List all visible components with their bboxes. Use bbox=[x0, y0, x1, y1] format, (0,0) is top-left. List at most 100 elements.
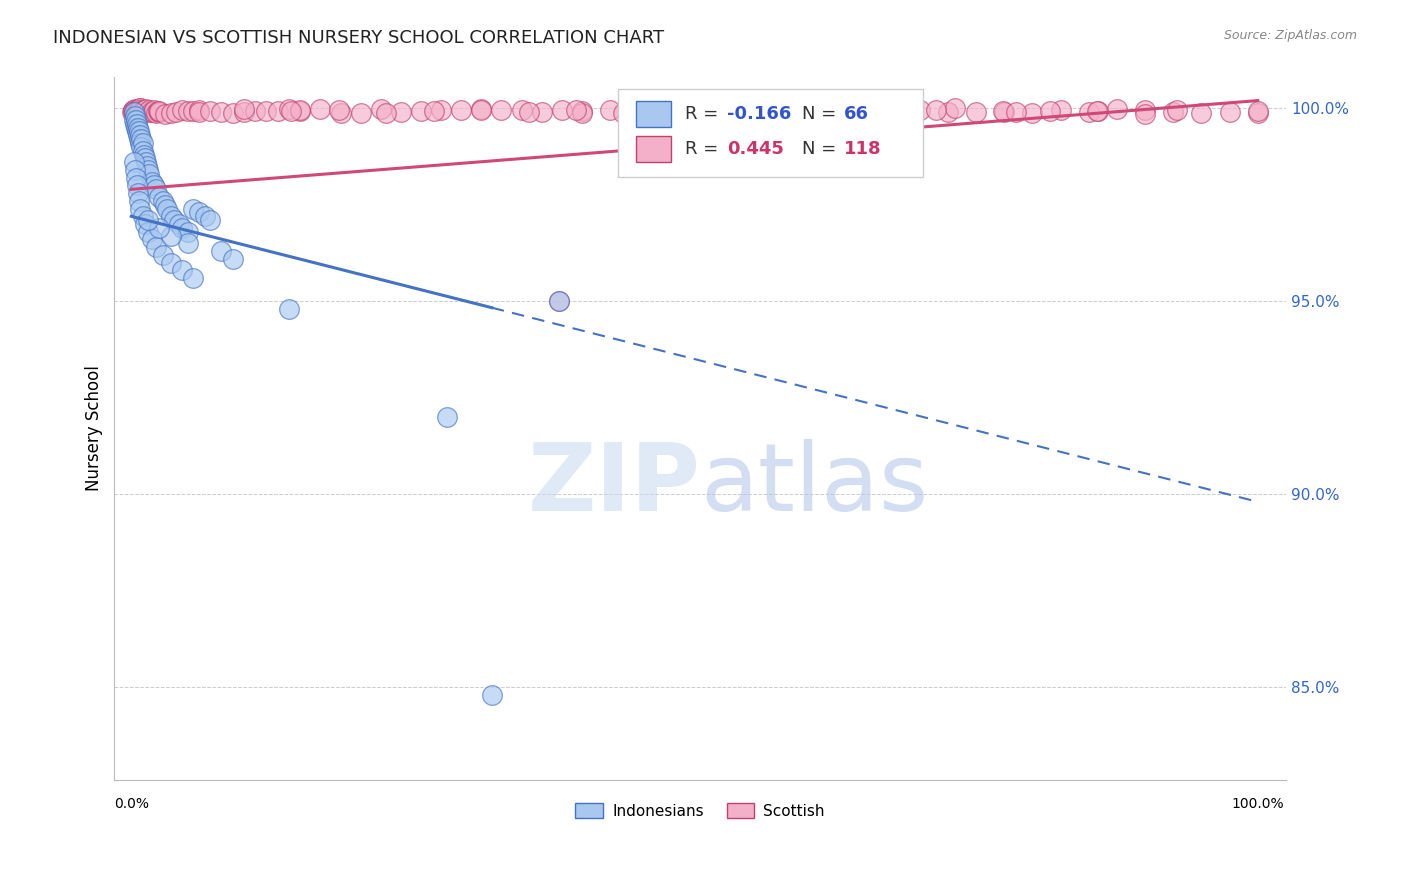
Point bbox=[128, 124, 150, 138]
Text: 0.445: 0.445 bbox=[727, 140, 785, 158]
Point bbox=[156, 202, 179, 216]
Point bbox=[801, 103, 824, 118]
Point bbox=[129, 202, 152, 216]
Point bbox=[436, 409, 458, 424]
Point bbox=[136, 163, 159, 178]
Point bbox=[796, 105, 818, 120]
Point bbox=[132, 147, 155, 161]
Point bbox=[599, 103, 621, 117]
Point bbox=[221, 106, 243, 120]
Point bbox=[124, 107, 146, 121]
Text: N =: N = bbox=[801, 105, 842, 123]
FancyBboxPatch shape bbox=[636, 136, 671, 162]
Point bbox=[389, 105, 412, 120]
Point bbox=[159, 228, 181, 243]
Point bbox=[125, 104, 148, 119]
Point bbox=[122, 105, 145, 120]
Point bbox=[176, 104, 198, 119]
Point bbox=[129, 136, 152, 150]
Text: R =: R = bbox=[685, 140, 724, 158]
Point bbox=[121, 105, 143, 120]
Point bbox=[145, 240, 167, 254]
Point bbox=[165, 104, 187, 119]
Point bbox=[145, 105, 167, 120]
Point bbox=[422, 104, 444, 119]
Point bbox=[627, 103, 650, 118]
Y-axis label: Nursery School: Nursery School bbox=[86, 366, 103, 491]
Point bbox=[370, 103, 392, 117]
Point bbox=[290, 103, 312, 118]
Point bbox=[124, 109, 146, 123]
Point bbox=[328, 103, 350, 117]
Point bbox=[187, 105, 209, 120]
Point bbox=[131, 210, 153, 224]
Point bbox=[571, 103, 593, 118]
Point bbox=[187, 103, 209, 118]
Point bbox=[1077, 105, 1099, 120]
Point bbox=[148, 190, 170, 204]
Point bbox=[852, 105, 875, 120]
Point bbox=[135, 155, 157, 169]
Point bbox=[510, 103, 533, 117]
Point bbox=[233, 104, 256, 119]
Point bbox=[256, 103, 278, 118]
Point bbox=[136, 159, 159, 173]
Point bbox=[1005, 105, 1028, 120]
Point bbox=[141, 175, 163, 189]
Point bbox=[991, 104, 1014, 119]
Text: -0.166: -0.166 bbox=[727, 105, 792, 123]
Point bbox=[128, 104, 150, 119]
Point bbox=[127, 120, 149, 135]
Point bbox=[148, 105, 170, 120]
FancyBboxPatch shape bbox=[619, 89, 922, 178]
Point bbox=[209, 105, 232, 120]
Point bbox=[1021, 106, 1043, 120]
Point bbox=[125, 103, 148, 117]
Point bbox=[136, 105, 159, 120]
Point bbox=[136, 225, 159, 239]
Point bbox=[125, 120, 148, 135]
Point bbox=[122, 112, 145, 127]
Point bbox=[349, 105, 371, 120]
Point bbox=[1247, 105, 1270, 120]
Point bbox=[993, 105, 1015, 120]
Point bbox=[176, 236, 198, 251]
FancyBboxPatch shape bbox=[636, 101, 671, 128]
Point bbox=[517, 104, 540, 119]
Point bbox=[278, 102, 301, 116]
Point bbox=[138, 167, 160, 181]
Point bbox=[470, 103, 492, 117]
Point bbox=[122, 105, 145, 120]
Point bbox=[1087, 104, 1109, 119]
Point bbox=[124, 104, 146, 119]
Point bbox=[659, 106, 682, 120]
Point bbox=[409, 104, 432, 119]
Point bbox=[125, 124, 148, 138]
Point bbox=[612, 105, 634, 120]
Point bbox=[152, 248, 174, 262]
Point bbox=[139, 105, 162, 120]
Point bbox=[148, 104, 170, 119]
Point bbox=[131, 144, 153, 158]
Point bbox=[146, 104, 169, 119]
Point bbox=[142, 178, 165, 193]
Text: 0.0%: 0.0% bbox=[114, 797, 149, 811]
Point bbox=[824, 103, 846, 117]
Point bbox=[125, 104, 148, 119]
Point bbox=[1219, 105, 1241, 120]
Point bbox=[965, 104, 987, 119]
Point bbox=[309, 102, 332, 116]
Point bbox=[131, 132, 153, 146]
Point bbox=[135, 103, 157, 117]
Point bbox=[127, 104, 149, 119]
Point bbox=[329, 106, 352, 120]
Point bbox=[233, 102, 256, 116]
Point bbox=[143, 103, 166, 117]
Point bbox=[131, 136, 153, 150]
Point bbox=[141, 104, 163, 119]
Point bbox=[138, 103, 160, 117]
Text: 118: 118 bbox=[844, 140, 882, 158]
Point bbox=[145, 182, 167, 196]
Point bbox=[122, 103, 145, 118]
Point bbox=[198, 104, 221, 119]
